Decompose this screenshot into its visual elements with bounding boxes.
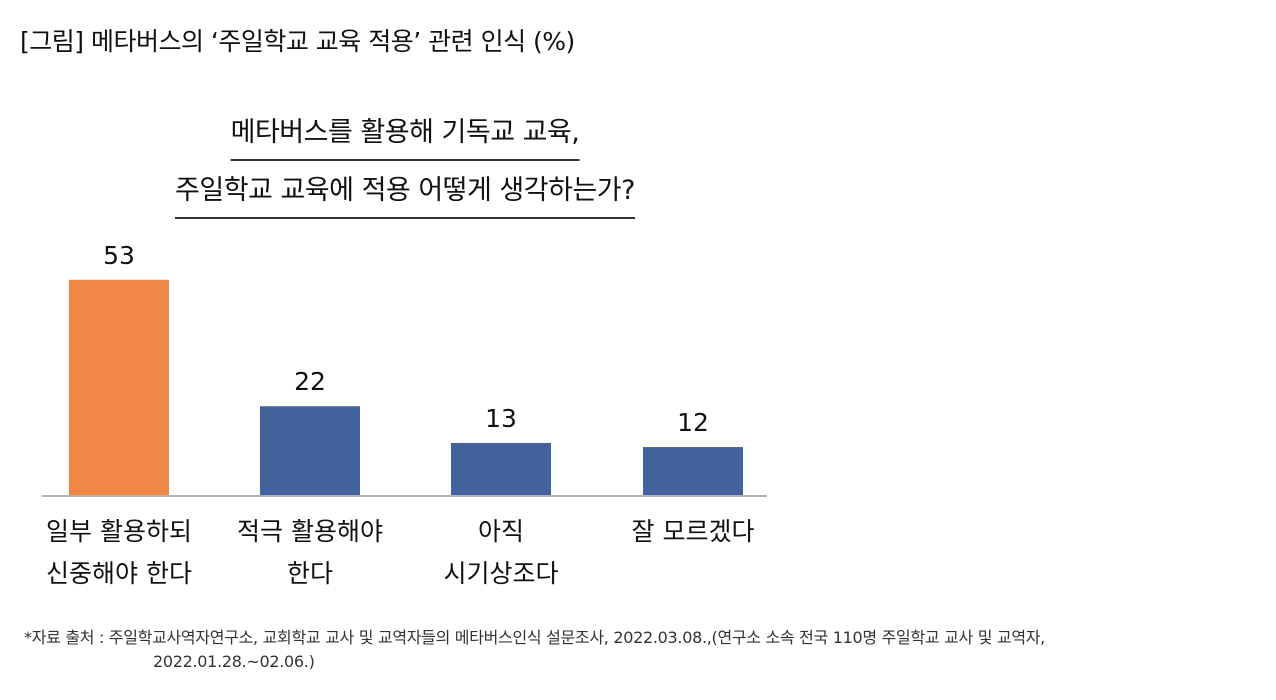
data-label-2: 22 (294, 367, 326, 396)
bar-2 (260, 406, 360, 496)
category-label-1-line-2: 신중해야 한다 (46, 559, 192, 588)
bar-4 (643, 447, 743, 496)
category-label-2-line-1: 적극 활용해야 (237, 517, 383, 546)
data-label-1: 53 (103, 241, 135, 270)
data-label-3: 13 (485, 404, 517, 433)
source-note-line-1: *자료 출처 : 주일학교사역자연구소, 교회학교 교사 및 교역자들의 메타버… (24, 628, 1045, 647)
bar-3 (451, 442, 551, 496)
category-label-3-line-1: 아직 (478, 517, 524, 546)
category-label-1-line-1: 일부 활용하되 (46, 517, 192, 546)
question-line-1: 메타버스를 활용해 기독교 교육, (230, 110, 580, 161)
category-label-2-line-2: 한다 (287, 559, 333, 588)
source-note-line-2: 2022.01.28.~02.06.) (153, 652, 315, 671)
category-label-3-line-2: 시기상조다 (443, 559, 558, 588)
question-line-2: 주일학교 교육에 적용 어떻게 생각하는가? (175, 168, 635, 219)
bar-1 (69, 279, 169, 496)
category-label-4-line-1: 잘 모르겠다 (632, 517, 755, 546)
data-label-4: 12 (677, 408, 709, 437)
figure-caption: [그림] 메타버스의 ‘주일학교 교육 적용’ 관련 인식 (%) (20, 27, 575, 56)
